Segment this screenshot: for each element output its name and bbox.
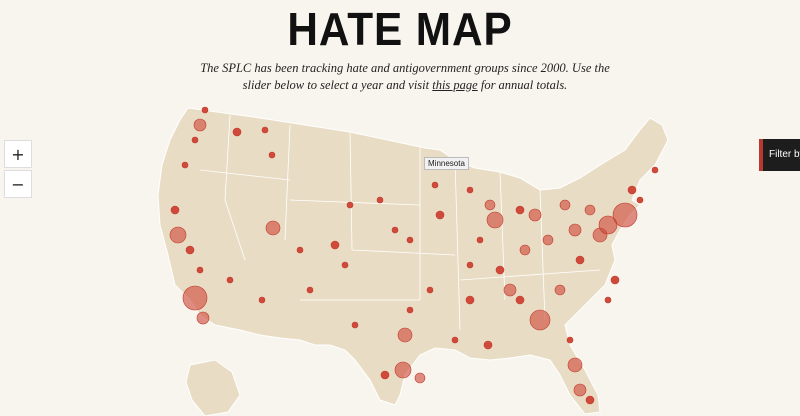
filter-button[interactable]: Filter by <box>759 139 800 171</box>
group-marker[interactable] <box>584 204 596 216</box>
group-marker[interactable] <box>515 295 525 305</box>
group-marker[interactable] <box>394 361 412 379</box>
intro: The SPLC has been tracking hate and anti… <box>190 60 620 94</box>
group-marker[interactable] <box>573 383 587 397</box>
group-marker[interactable] <box>483 340 493 350</box>
group-marker[interactable] <box>604 296 612 304</box>
group-marker[interactable] <box>503 283 517 297</box>
group-marker[interactable] <box>575 255 585 265</box>
group-marker[interactable] <box>193 118 207 132</box>
group-marker[interactable] <box>566 336 574 344</box>
group-markers <box>169 106 659 405</box>
group-marker[interactable] <box>585 395 595 405</box>
us-outline <box>157 107 669 415</box>
group-marker[interactable] <box>612 202 638 228</box>
group-marker[interactable] <box>196 266 204 274</box>
group-marker[interactable] <box>226 276 234 284</box>
group-marker[interactable] <box>406 306 414 314</box>
group-marker[interactable] <box>431 181 439 189</box>
group-marker[interactable] <box>182 285 208 311</box>
group-marker[interactable] <box>306 286 314 294</box>
group-marker[interactable] <box>484 199 496 211</box>
group-marker[interactable] <box>406 236 414 244</box>
group-marker[interactable] <box>495 265 505 275</box>
group-marker[interactable] <box>351 321 359 329</box>
group-marker[interactable] <box>598 215 618 235</box>
group-marker[interactable] <box>268 151 276 159</box>
group-marker[interactable] <box>426 286 434 294</box>
intro-text: for annual totals. <box>477 78 568 92</box>
group-marker[interactable] <box>465 295 475 305</box>
group-marker[interactable] <box>169 226 187 244</box>
group-marker[interactable] <box>376 196 384 204</box>
group-marker[interactable] <box>414 372 426 384</box>
group-marker[interactable] <box>627 185 637 195</box>
group-marker[interactable] <box>181 161 189 169</box>
zoom-out[interactable]: − <box>4 170 32 198</box>
state-lines <box>199 114 601 331</box>
group-marker[interactable] <box>636 196 644 204</box>
group-marker[interactable] <box>265 220 281 236</box>
intro-link[interactable]: this page <box>432 78 478 92</box>
group-marker[interactable] <box>466 186 474 194</box>
group-marker[interactable] <box>528 208 542 222</box>
group-marker[interactable] <box>201 106 209 114</box>
group-marker[interactable] <box>610 275 620 285</box>
group-marker[interactable] <box>568 223 582 237</box>
group-marker[interactable] <box>380 370 390 380</box>
alaska-outline <box>185 359 241 416</box>
group-marker[interactable] <box>258 296 266 304</box>
group-marker[interactable] <box>476 236 484 244</box>
group-marker[interactable] <box>397 327 413 343</box>
group-marker[interactable] <box>435 210 445 220</box>
zoom-in[interactable]: + <box>4 140 32 168</box>
intro-text: The SPLC has been tracking hate and anti… <box>200 61 610 92</box>
tooltip: Minnesota <box>424 157 469 170</box>
group-marker[interactable] <box>559 199 571 211</box>
group-marker[interactable] <box>466 261 474 269</box>
group-marker[interactable] <box>261 126 269 134</box>
group-marker[interactable] <box>191 136 199 144</box>
group-marker[interactable] <box>651 166 659 174</box>
group-marker[interactable] <box>170 205 180 215</box>
group-marker[interactable] <box>391 226 399 234</box>
group-marker[interactable] <box>542 234 554 246</box>
group-marker[interactable] <box>515 205 525 215</box>
group-marker[interactable] <box>341 261 349 269</box>
group-marker[interactable] <box>330 240 340 250</box>
group-marker[interactable] <box>296 246 304 254</box>
group-marker[interactable] <box>519 244 531 256</box>
group-marker[interactable] <box>185 245 195 255</box>
group-marker[interactable] <box>346 201 354 209</box>
group-marker[interactable] <box>232 127 242 137</box>
title: HATE MAP <box>287 3 513 55</box>
group-marker[interactable] <box>567 357 583 373</box>
group-marker[interactable] <box>196 311 210 325</box>
group-marker[interactable] <box>529 309 551 331</box>
group-marker[interactable] <box>486 211 504 229</box>
group-marker[interactable] <box>554 284 566 296</box>
group-marker[interactable] <box>451 336 459 344</box>
